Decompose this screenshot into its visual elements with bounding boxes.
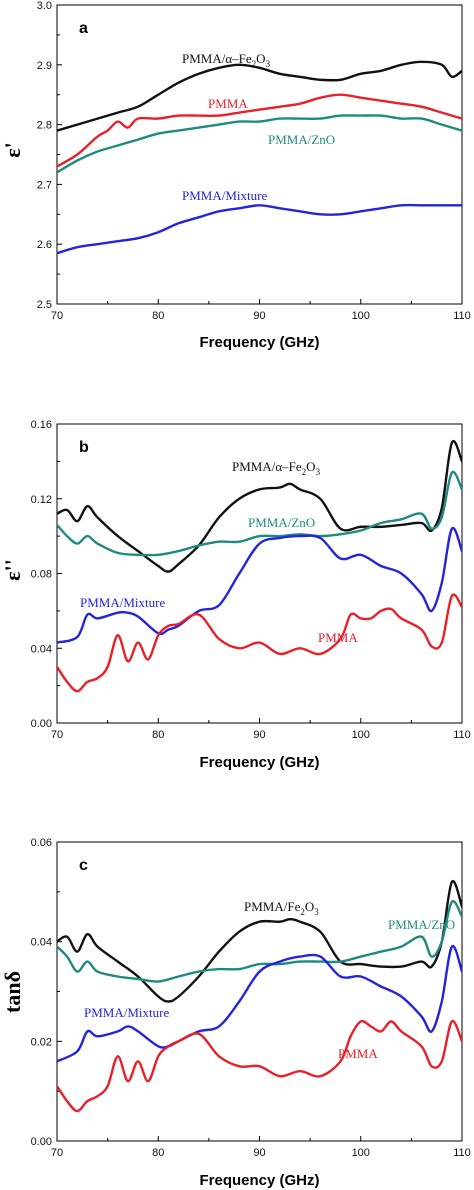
series-line-zno: [57, 899, 462, 983]
series-label-fe: PMMA/Fe2O3: [244, 899, 319, 917]
y-tick-label: 0.00: [31, 718, 52, 730]
series-line-zno: [57, 114, 462, 174]
series-label-pmma: PMMA: [208, 96, 248, 111]
chart-panel-a: 70 80 90 100 110 2.5 2.6 2.7 2.8 2.9 3.0 PMMA/α–Fe2…: [0, 0, 471, 351]
y-axis-label: tanδ: [0, 971, 25, 1013]
series-label-fe: PMMA/α–Fe2O3: [232, 459, 321, 477]
chart-panel-c: 70 80 90 100 110 0.00 0.02 0.04 0.06 PMMA/Fe2O3 PM…: [0, 837, 471, 1189]
series-line-fe: [57, 879, 462, 1003]
x-axis-label: Frequency (GHz): [199, 754, 319, 771]
series-line-mix: [57, 944, 462, 1063]
series-label-pmma: PMMA: [338, 1046, 378, 1061]
x-tick-label: 90: [253, 729, 265, 741]
x-tick-label: 110: [453, 1147, 471, 1159]
y-tick-label: 0.00: [31, 1136, 52, 1148]
y-axis-label: ε'': [0, 559, 25, 581]
y-tick-label: 2.6: [37, 239, 52, 251]
x-tick-label: 100: [352, 1147, 370, 1159]
panel-letter: b: [79, 439, 89, 456]
series-label-pmma: PMMA: [318, 630, 358, 645]
x-tick-label: 70: [51, 310, 63, 322]
x-tick-label: 80: [152, 729, 164, 741]
series-label-zno: PMMA/ZnO: [268, 132, 335, 147]
y-tick-label: 3.0: [37, 0, 52, 12]
y-tick-label: 2.9: [37, 60, 52, 72]
y-tick-label: 0.12: [31, 494, 52, 506]
series-line-mix: [57, 203, 462, 255]
y-tick-label: 0.04: [31, 643, 52, 655]
y-tick-label: 0.02: [31, 1036, 52, 1048]
series-line-pmma: [57, 593, 462, 693]
series-line-mix: [57, 526, 462, 644]
series-line-zno: [57, 470, 462, 557]
x-axis-label: Frequency (GHz): [199, 1172, 319, 1189]
x-tick-label: 80: [152, 310, 164, 322]
x-tick-label: 100: [352, 310, 370, 322]
plot-frame: [56, 841, 463, 1142]
series-label-mix: PMMA/Mixture: [182, 188, 267, 203]
y-tick-label: 2.8: [37, 120, 52, 132]
x-axis-label: Frequency (GHz): [199, 334, 319, 351]
plot-frame: [56, 4, 463, 305]
y-tick-label: 0.16: [31, 419, 52, 431]
x-tick-label: 100: [352, 729, 370, 741]
x-tick-label: 70: [51, 729, 63, 741]
series-group: [57, 60, 462, 255]
series-line-fe: [57, 60, 462, 132]
series-label-zno: PMMA/ZnO: [248, 515, 315, 530]
x-tick-label: 80: [152, 1147, 164, 1159]
x-tick-label: 90: [253, 310, 265, 322]
y-axis-label: ε': [0, 142, 25, 158]
series-label-mix: PMMA/Mixture: [84, 1005, 169, 1020]
series-line-pmma: [57, 1019, 462, 1113]
y-tick-label: 0.06: [31, 837, 52, 849]
x-tick-label: 90: [253, 1147, 265, 1159]
chart-panel-b: 70 80 90 100 110 0.00 0.04 0.08 0.12 0.16 PMMA/α–F…: [0, 419, 471, 771]
series-line-pmma: [57, 93, 462, 168]
series-label-mix: PMMA/Mixture: [80, 595, 165, 610]
panel-letter: a: [79, 20, 88, 37]
series-group: [57, 439, 462, 693]
series-label-fe: PMMA/α–Fe2O3: [182, 51, 271, 69]
series-label-zno: PMMA/ZnO: [388, 917, 455, 932]
y-tick-label: 0.04: [31, 937, 52, 949]
y-tick-label: 0.08: [31, 569, 52, 581]
y-tick-label: 2.7: [37, 179, 52, 191]
series-group: [57, 879, 462, 1113]
y-tick-label: 2.5: [37, 299, 52, 311]
panel-letter: c: [79, 857, 88, 874]
series-line-fe: [57, 439, 462, 573]
x-tick-label: 110: [453, 729, 471, 741]
x-tick-label: 70: [51, 1147, 63, 1159]
x-tick-label: 110: [453, 310, 471, 322]
